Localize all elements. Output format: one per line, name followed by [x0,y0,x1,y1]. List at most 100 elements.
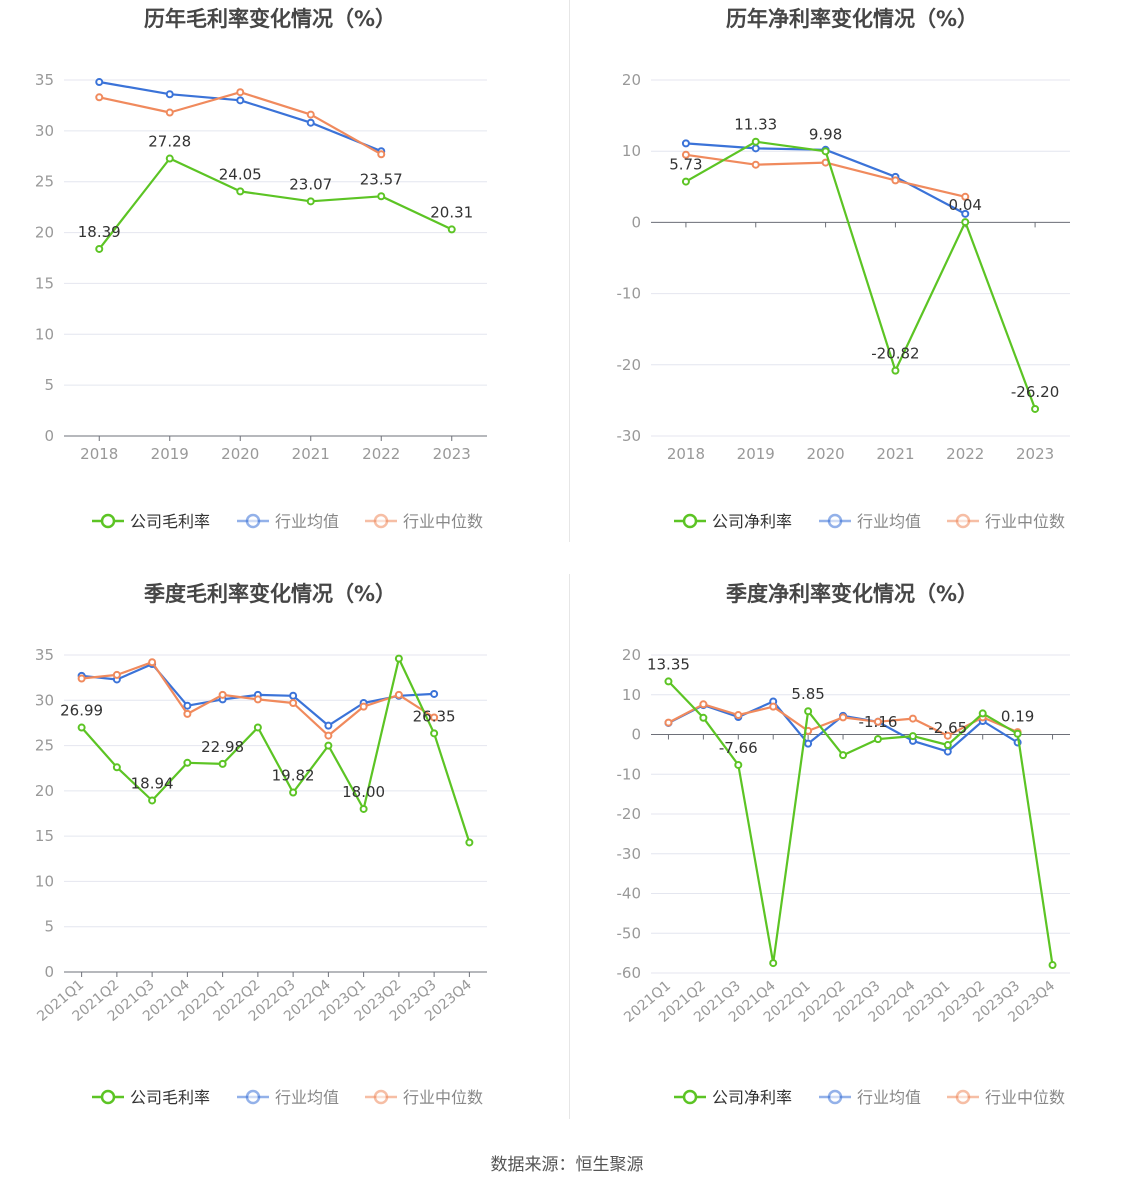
y-tick-label: 20 [35,782,54,800]
series-line-company [80,657,471,843]
data-point-median [324,731,333,740]
data-point-avg [236,96,245,105]
data-label: 11.33 [734,116,777,134]
x-tick-label: 2020 [806,445,844,463]
data-point-avg [804,739,813,748]
data-label: 23.57 [360,170,403,188]
series-line-company [98,157,453,250]
panel-divider-bottom [569,574,570,1119]
y-tick-label: 30 [35,691,54,709]
y-tick-label: -30 [617,427,642,445]
legend-label-avg: 行业均值 [857,1088,921,1107]
data-point-company [77,723,86,732]
data-point-avg [324,721,333,730]
data-point-median [873,717,882,726]
legend-label-median: 行业中位数 [985,512,1065,531]
data-point-median [769,702,778,711]
y-tick-label: 0 [44,963,54,981]
data-point-avg [961,209,970,218]
data-point-median [359,702,368,711]
legend-marker-company [682,1089,698,1105]
data-point-median [961,192,970,201]
data-label: 22.98 [201,738,244,756]
x-tick-label: 2018 [667,445,705,463]
data-point-company [804,707,813,716]
chart-panel-1: 历年毛利率变化情况（%） 0 5 10 15 20 25 30 35 2018 2019 2020 20… [35,7,487,531]
legend-label-median: 行业中位数 [403,512,483,531]
chart-title: 季度毛利率变化情况（%） [144,582,396,606]
data-point-median [183,709,192,718]
data-point-company [95,244,104,253]
data-point-company [821,147,830,156]
data-label: 18.94 [131,774,174,792]
y-tick-label: 20 [622,71,641,89]
data-point-company [908,732,917,741]
data-point-company [148,796,157,805]
legend-label-avg: 行业均值 [857,512,921,531]
chart-title: 历年毛利率变化情况（%） [144,7,396,31]
legend-label-avg: 行业均值 [275,1088,339,1107]
data-label: -2.65 [928,719,967,737]
legend-marker-avg [245,1089,261,1105]
x-tick-label: 2021 [292,445,330,463]
chart-panel-3: 季度毛利率变化情况（%）051015202530352021Q12021Q220… [34,582,487,1107]
data-label: -7.66 [719,739,758,757]
data-point-company [699,713,708,722]
legend-label-company: 公司毛利率 [130,512,210,531]
data-label: 13.35 [647,655,690,673]
data-point-company [324,741,333,750]
data-point-median [218,690,227,699]
data-point-median [377,150,386,159]
data-label: 5.73 [669,156,702,174]
data-point-avg [306,118,315,127]
x-tick-label: 2023 [433,445,471,463]
data-point-company [377,192,386,201]
x-tick-label: 2022 [362,445,400,463]
data-point-company [734,760,743,769]
data-point-median [306,110,315,119]
data-point-median [734,711,743,720]
data-point-company [306,197,315,206]
data-point-median [908,714,917,723]
data-label: 26.35 [413,707,456,725]
x-tick-label: 2020 [221,445,259,463]
legend-marker-avg [245,513,261,529]
y-tick-label: -10 [617,285,642,303]
y-tick-label: -20 [617,805,642,823]
data-label: 23.07 [289,175,332,193]
y-tick-label: 25 [35,737,54,755]
x-tick-label: 2018 [80,445,118,463]
data-point-avg [289,691,298,700]
data-label: -20.82 [871,345,919,363]
data-point-company [873,735,882,744]
y-tick-label: 15 [35,274,54,292]
data-point-median [236,88,245,97]
y-tick-label: 30 [35,122,54,140]
data-point-company [1013,729,1022,738]
data-point-company [394,654,403,663]
y-tick-label: 0 [631,726,641,744]
legend-label-median: 行业中位数 [403,1088,483,1107]
legend-marker-avg [827,513,843,529]
series-line-company [667,680,1054,966]
data-point-avg [751,144,760,153]
y-tick-label: 35 [35,646,54,664]
charts-grid: 历年毛利率变化情况（%） 0 5 10 15 20 25 30 35 2018 2019 2020 20… [34,7,1070,1107]
data-label: 18.39 [78,223,121,241]
chart-panel-4: 季度净利率变化情况（%）-60-50-40-30-20-10010202021Q… [617,582,1070,1107]
data-label: 20.31 [430,203,473,221]
data-point-median [165,108,174,117]
y-tick-label: 10 [35,872,54,890]
data-point-company [447,225,456,234]
x-tick-label: 2021 [876,445,914,463]
data-point-median [289,699,298,708]
legend-marker-median [373,513,389,529]
x-tick-label: 2023 [1016,445,1054,463]
y-tick-label: 10 [35,325,54,343]
data-point-median [95,93,104,102]
data-label: 18.00 [342,783,385,801]
data-point-company [664,677,673,686]
data-point-company [359,804,368,813]
data-point-avg [183,701,192,710]
y-tick-label: 25 [35,173,54,191]
